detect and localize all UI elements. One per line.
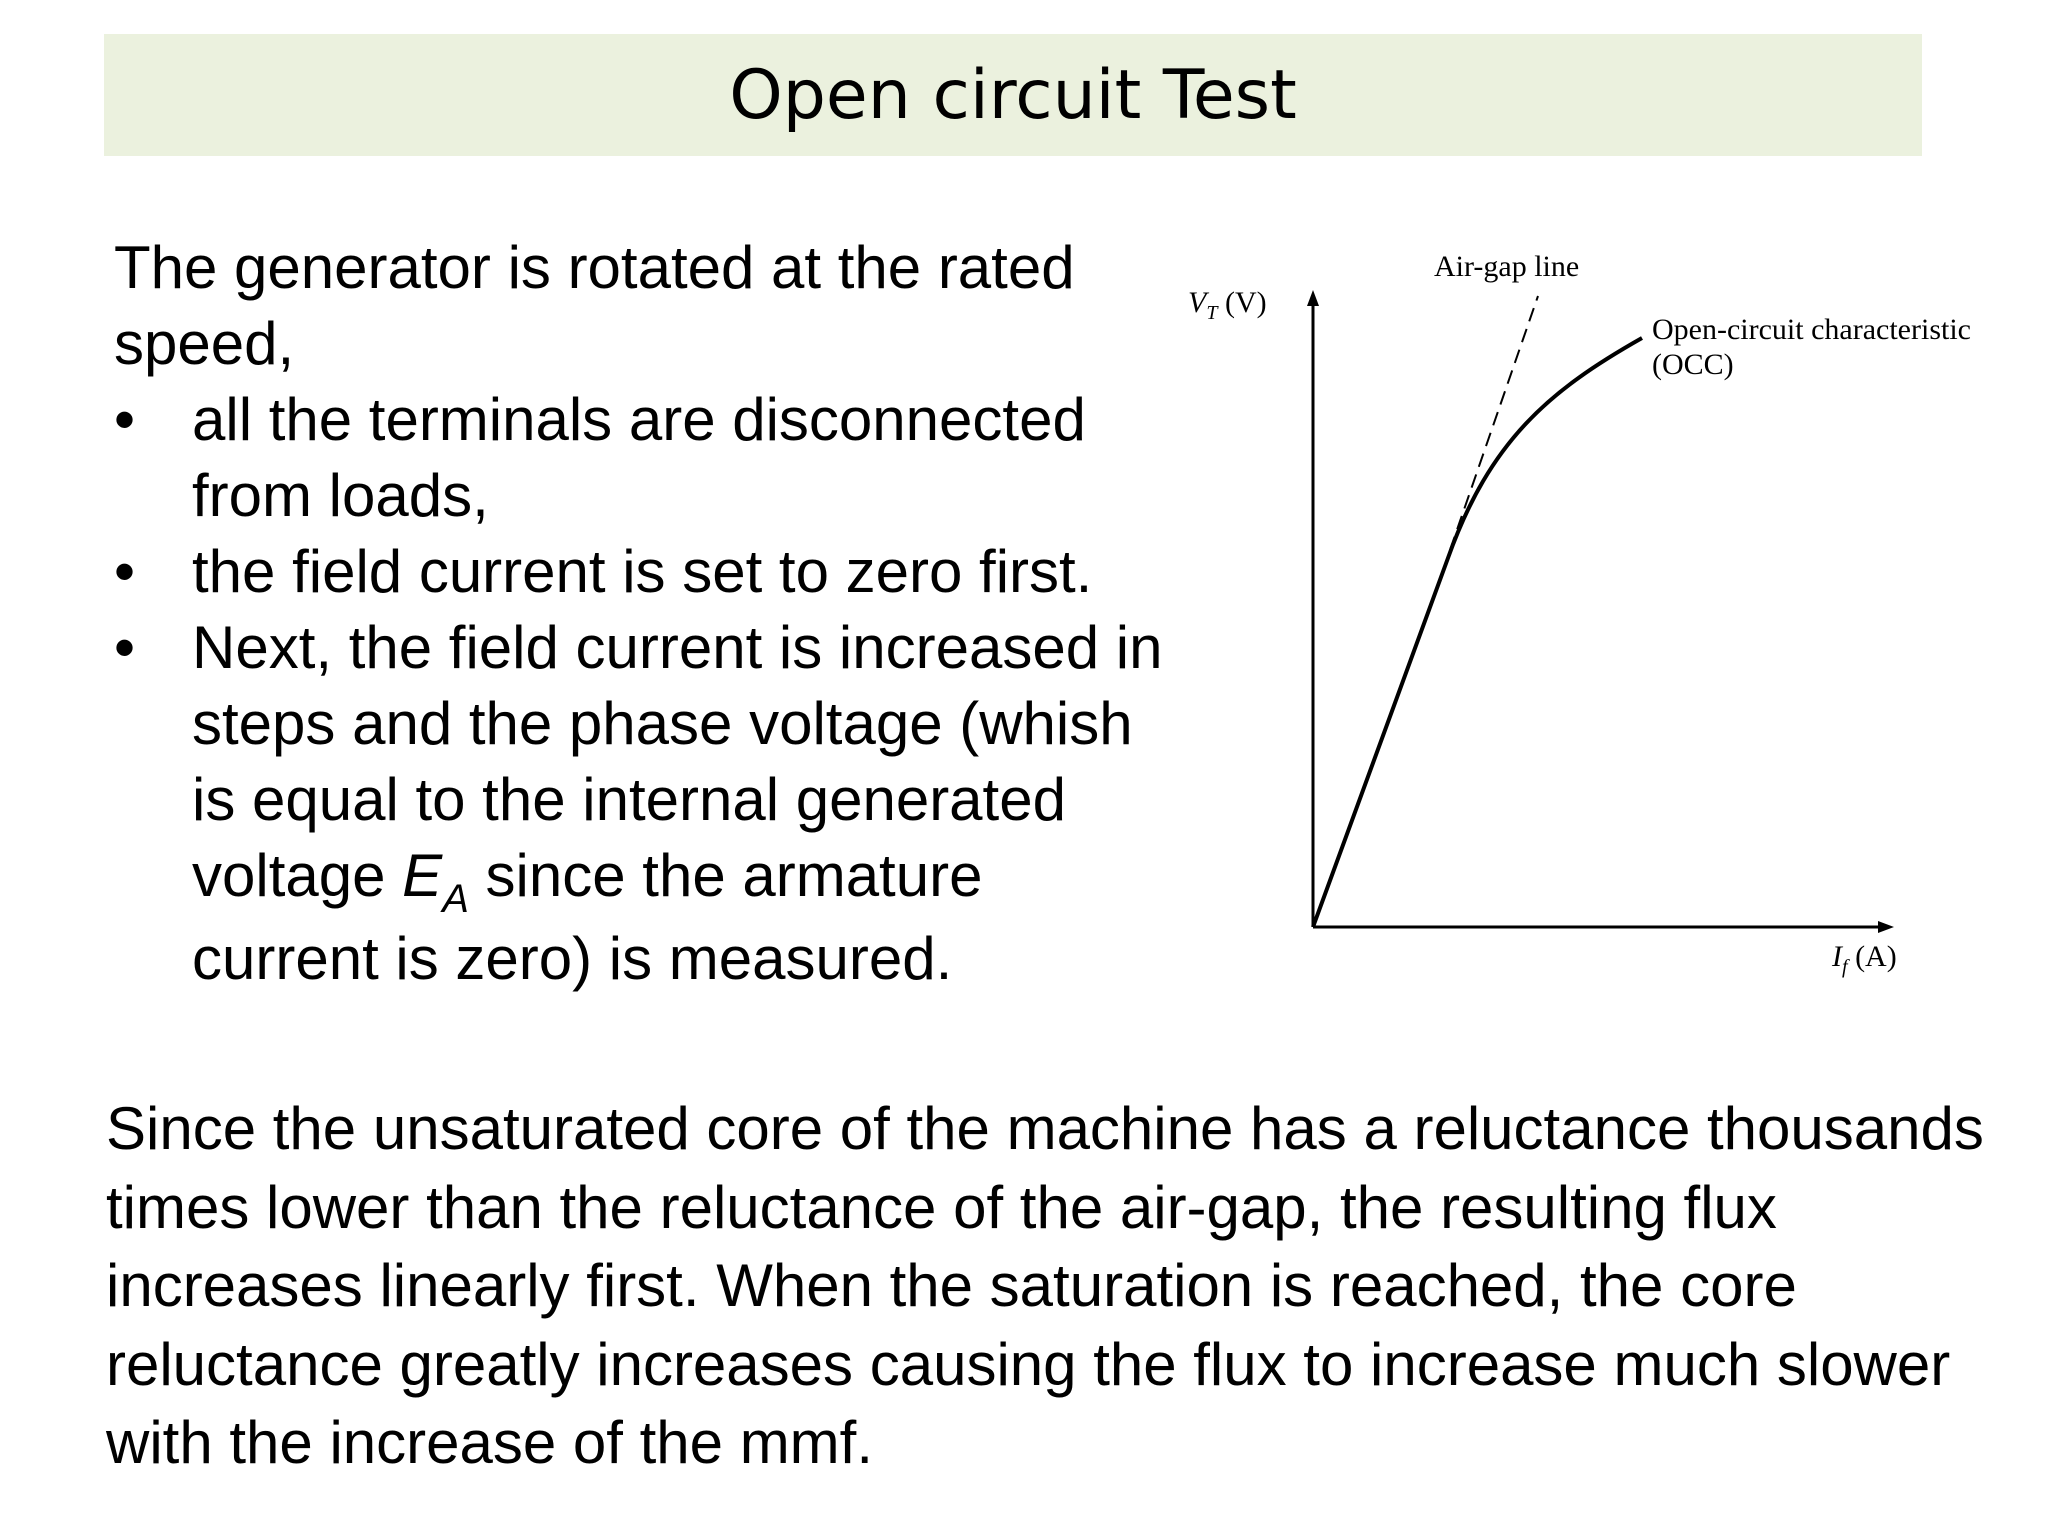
y-axis-symbol: V <box>1188 286 1207 319</box>
x-axis-arrowhead <box>1878 921 1894 933</box>
occ-graph <box>1307 290 1894 933</box>
ea-subscript: A <box>442 877 469 921</box>
intro-text: The generator is rotated at the rated sp… <box>114 234 1075 377</box>
list-item: • the field current is set to zero first… <box>114 534 1174 610</box>
steps-list: • all the terminals are disconnected fro… <box>114 382 1174 997</box>
bullet-marker: • <box>114 538 136 605</box>
x-axis-symbol: I <box>1832 940 1842 973</box>
bullet-marker: • <box>114 614 136 681</box>
y-axis-subscript: T <box>1206 302 1218 324</box>
slide-title: Open circuit Test <box>729 56 1297 135</box>
list-item: • all the terminals are disconnected fro… <box>114 382 1174 534</box>
explanation-paragraph: Since the unsaturated core of the machin… <box>106 1095 1984 1476</box>
y-axis-label: VT (V) <box>1188 286 1267 330</box>
step-text: Next, the field current is increased in … <box>192 614 1163 909</box>
y-axis-unit: (V) <box>1224 286 1267 319</box>
occ-label-line2: (OCC) <box>1652 348 1734 381</box>
x-axis-unit: (A) <box>1855 940 1897 973</box>
x-axis-label: If (A) <box>1832 940 1897 984</box>
occ-label-line1: Open-circuit characteristic <box>1652 313 1971 346</box>
step-text-end: since the armature current is zero) is m… <box>192 842 983 992</box>
airgap-line <box>1449 295 1539 551</box>
step-text: the field current is set to zero first. <box>192 538 1093 605</box>
airgap-label: Air-gap line <box>1434 250 1580 283</box>
title-banner: Open circuit Test <box>104 34 1922 156</box>
list-item: • Next, the field current is increased i… <box>114 610 1174 997</box>
occ-curve <box>1311 336 1643 928</box>
step-text: all the terminals are disconnected from … <box>192 386 1086 529</box>
x-axis-subscript: f <box>1842 956 1848 978</box>
procedure-text: The generator is rotated at the rated sp… <box>114 230 1174 997</box>
ea-symbol: E <box>402 842 443 909</box>
y-axis-arrowhead <box>1307 290 1319 306</box>
occ-diagram: VT (V) Air-gap line Open-circuit charact… <box>1160 240 2040 1020</box>
bullet-marker: • <box>114 386 136 453</box>
